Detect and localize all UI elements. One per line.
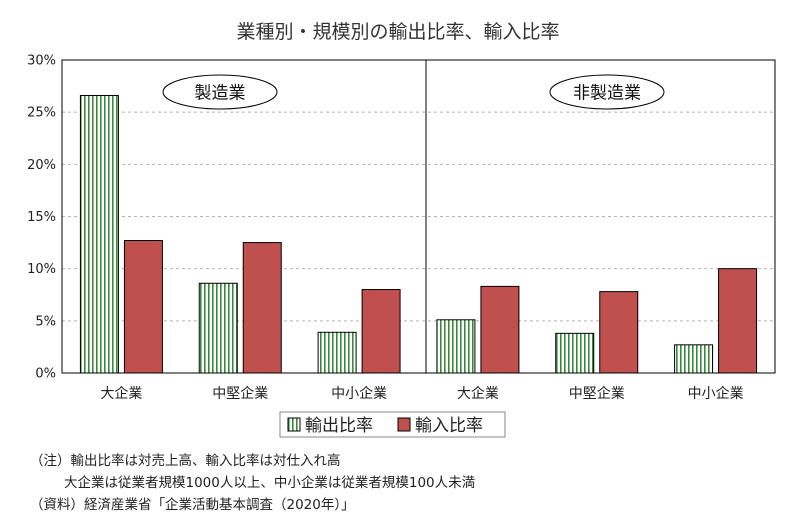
x-tick-label: 中小企業 <box>331 385 387 402</box>
x-tick-label: 中小企業 <box>688 385 744 402</box>
import-bar <box>480 285 520 374</box>
import-bar <box>242 242 282 374</box>
chart-title: 業種別・規模別の輸出比率、輸入比率 <box>236 21 559 43</box>
export-bar <box>555 332 595 374</box>
y-tick-label: 15% <box>27 210 56 225</box>
plot-frame <box>61 59 776 374</box>
group-label: 非製造業 <box>573 84 641 104</box>
legend-label: 輸出比率 <box>305 416 373 436</box>
import-bar <box>123 239 163 374</box>
y-tick-label: 10% <box>27 262 56 277</box>
y-tick-label: 5% <box>35 314 56 329</box>
note-2: 大企業は従業者規模1000人以上、中小企業は従業者規模100人未満 <box>64 475 476 491</box>
legend-swatch <box>397 417 411 432</box>
x-tick-label: 中堅企業 <box>569 385 625 402</box>
group-labels: 製造業 非製造業 <box>162 74 665 110</box>
export-bar <box>317 331 357 374</box>
note-3: （資料）経済産業省「企業活動基本調査（2020年）」 <box>30 497 355 513</box>
legend: 輸出比率 輸入比率 <box>279 411 506 438</box>
note-1: （注）輸出比率は対売上高、輸入比率は対仕入れ高 <box>30 453 341 469</box>
x-tick-label: 中堅企業 <box>212 385 268 402</box>
gridlines <box>62 111 775 322</box>
y-tick-label: 0% <box>35 367 56 382</box>
import-bar <box>718 268 758 374</box>
x-axis-ticks: 大企業 中堅企業 中小企業 大企業 中堅企業 中小企業 <box>100 385 743 402</box>
x-tick-label: 大企業 <box>457 385 499 402</box>
import-bar <box>361 289 401 374</box>
y-axis-ticks: 0% 5% 10% 15% 20% 25% 30% <box>27 54 56 382</box>
export-bar <box>436 319 476 374</box>
bars <box>79 94 758 374</box>
group-label: 製造業 <box>195 84 246 104</box>
export-bar <box>674 344 714 374</box>
group-label-oval <box>162 74 278 110</box>
legend-box <box>279 411 506 438</box>
legend-label: 輸入比率 <box>415 416 483 436</box>
y-tick-label: 30% <box>27 54 56 69</box>
export-bar <box>79 94 119 374</box>
y-tick-label: 20% <box>27 158 56 173</box>
y-tick-label: 25% <box>27 106 56 121</box>
group-label-oval <box>549 74 665 110</box>
import-bar <box>599 291 639 374</box>
legend-swatch <box>287 417 301 432</box>
x-tick-label: 大企業 <box>100 385 142 402</box>
export-bar <box>198 282 238 374</box>
chart: 業種別・規模別の輸出比率、輸入比率 0% 5% 10% 15% 20% 25% 30% 大企… <box>27 21 776 438</box>
